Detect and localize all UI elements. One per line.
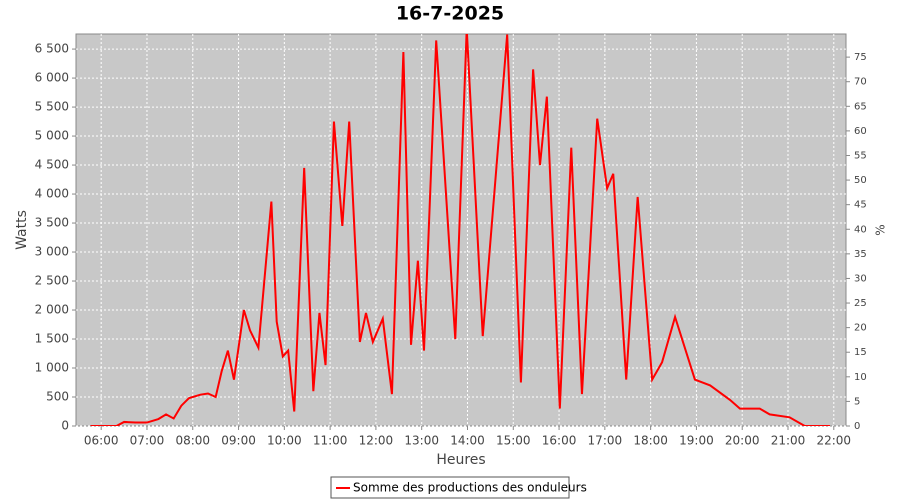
x-tick-label: 10:00 [267,434,302,448]
x-tick-label: 22:00 [816,434,851,448]
x-tick-label: 13:00 [404,434,439,448]
legend [330,476,570,499]
plot-area [75,33,847,427]
y-tick-label: 6 000 [35,71,69,85]
y-tick-label: 3 500 [35,216,69,230]
y-tick-label: 1 000 [35,361,69,375]
y2-tick-label: 10 [854,372,867,383]
y-tick-label: 3 000 [35,245,69,259]
x-tick-label: 20:00 [725,434,760,448]
y2-tick-label: 50 [854,175,867,186]
y-tick-label: 6 500 [35,42,69,56]
y2-tick-label: 0 [854,421,860,432]
x-tick-label: 11:00 [313,434,348,448]
y2-tick-label: 25 [854,298,867,309]
x-tick-label: 17:00 [588,434,623,448]
x-tick-label: 06:00 [84,434,119,448]
y-tick-label: 2 500 [35,274,69,288]
x-axis-label: Heures [436,452,485,468]
y-tick-label: 5 500 [35,100,69,114]
x-tick-label: 16:00 [542,434,577,448]
y2-tick-label: 65 [854,101,867,112]
x-tick-label: 15:00 [496,434,531,448]
y-tick-label: 4 000 [35,187,69,201]
y2-tick-label: 20 [854,323,867,334]
chart-title: 16-7-2025 [396,3,504,25]
x-tick-label: 09:00 [221,434,256,448]
y2-tick-label: 5 [854,396,860,407]
y2-tick-label: 45 [854,200,867,211]
y2-tick-label: 70 [854,77,867,88]
legend-label: Somme des productions des onduleurs [353,481,587,495]
y2-tick-label: 75 [854,52,867,63]
y2-tick-label: 55 [854,150,867,161]
y-axis-label: Watts [14,210,30,250]
series-line [90,34,830,426]
x-tick-label: 14:00 [450,434,485,448]
y-tick-label: 4 500 [35,158,69,172]
x-tick-label: 08:00 [175,434,210,448]
y2-tick-label: 30 [854,273,867,284]
y2-axis-label: % [874,224,888,235]
y-tick-label: 2 000 [35,303,69,317]
x-tick-label: 07:00 [130,434,165,448]
y2-tick-label: 60 [854,126,867,137]
x-tick-label: 18:00 [633,434,668,448]
y2-tick-label: 15 [854,347,867,358]
x-tick-label: 12:00 [359,434,394,448]
y2-tick-label: 40 [854,224,867,235]
y-tick-label: 1 500 [35,332,69,346]
y-tick-label: 500 [46,390,69,404]
y2-tick-label: 35 [854,249,867,260]
y-tick-label: 0 [61,419,69,433]
x-tick-label: 21:00 [771,434,806,448]
y-tick-label: 5 000 [35,129,69,143]
x-tick-label: 19:00 [679,434,714,448]
